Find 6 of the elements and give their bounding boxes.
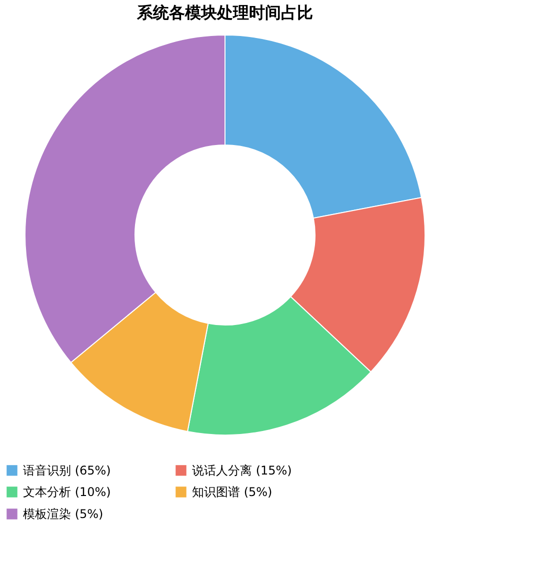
legend-label: 文本分析 (10%) <box>23 485 111 499</box>
chart-title: 系统各模块处理时间占比 <box>136 3 313 22</box>
legend-label: 知识图谱 (5%) <box>192 485 272 499</box>
legend-label: 说话人分离 (15%) <box>192 463 292 478</box>
legend-label: 语音识别 (65%) <box>23 463 111 478</box>
legend-label: 模板渲染 (5%) <box>23 507 104 521</box>
